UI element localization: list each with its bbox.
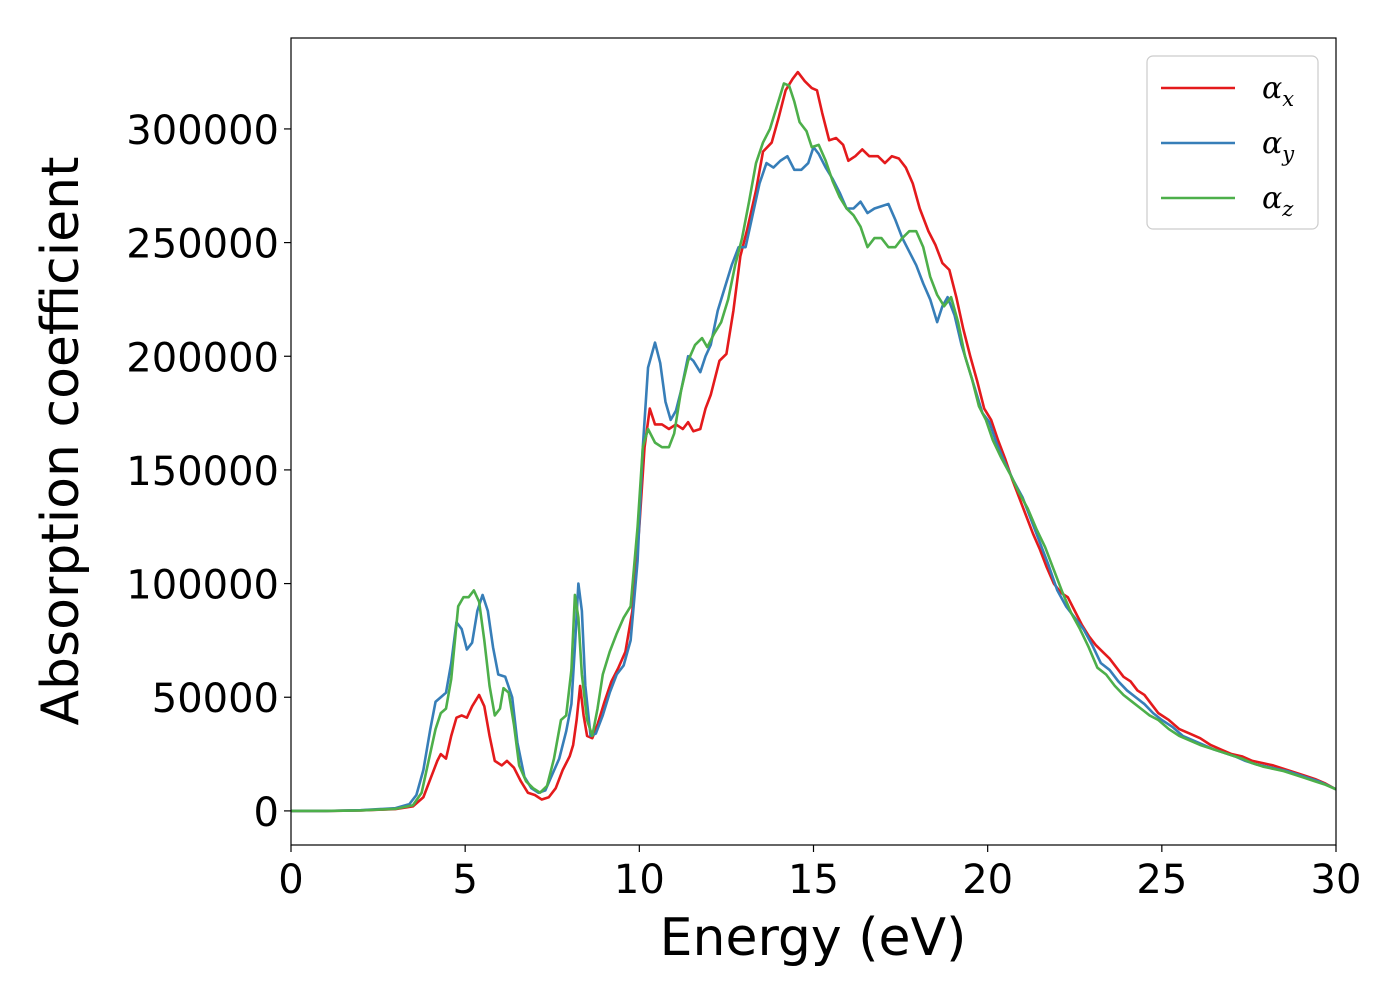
x-tick-label: 10 [614, 857, 665, 903]
y-axis: 0 50000 100000 150000 200000 250000 300000 [126, 108, 291, 836]
series-line-x [291, 70, 1336, 813]
y-tick-label: 50000 [152, 676, 279, 722]
x-tick-label: 20 [962, 857, 1013, 903]
legend-label-y: αy [1262, 126, 1295, 166]
legend-label-subscript: x [1282, 87, 1294, 111]
y-tick-label: 300000 [126, 108, 279, 154]
legend-label-subscript: z [1281, 197, 1294, 221]
legend-label-base: α [1262, 181, 1282, 216]
legend-label-z: αz [1262, 181, 1294, 221]
y-tick-label: 200000 [126, 335, 279, 381]
legend-label-x: αx [1262, 71, 1294, 111]
x-tick-label: 25 [1136, 857, 1187, 903]
x-tick-label: 15 [788, 857, 839, 903]
series-line-y [291, 145, 1336, 813]
legend-label-base: α [1262, 71, 1282, 106]
x-axis-title: Energy (eV) [660, 908, 967, 968]
legend-label-base: α [1262, 126, 1282, 161]
y-tick-label: 250000 [126, 222, 279, 268]
x-tick-label: 5 [452, 857, 477, 903]
legend-label-subscript: y [1281, 142, 1295, 166]
y-tick-label: 100000 [126, 563, 279, 609]
x-tick-label: 30 [1311, 857, 1362, 903]
series-line-z [291, 82, 1336, 813]
y-tick-label: 150000 [126, 449, 279, 495]
x-axis: 0 5 10 15 20 25 30 [278, 845, 1361, 903]
y-tick-label: 0 [254, 790, 279, 836]
series-layer [291, 70, 1336, 813]
y-axis-title: Absorption coefficient [31, 156, 91, 725]
x-tick-label: 0 [278, 857, 303, 903]
